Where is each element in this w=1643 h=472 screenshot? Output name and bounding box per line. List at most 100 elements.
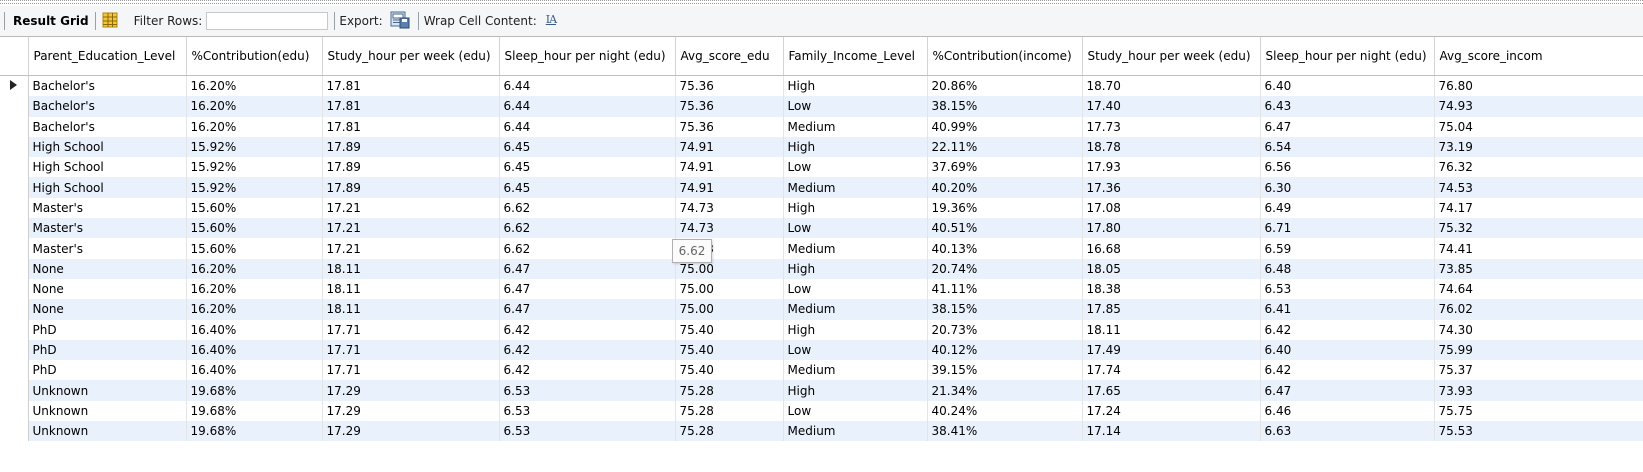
table-row[interactable]: High School 15.92% 17.89 6.45 74.91 High 22.11… <box>0 136 1643 158</box>
table-cell[interactable]: 17.74 <box>1082 360 1261 381</box>
table-cell[interactable]: 17.89 <box>322 157 500 178</box>
table-cell[interactable]: 16.40% <box>186 339 323 361</box>
table-cell[interactable]: 6.47 <box>499 258 676 279</box>
table-cell[interactable]: 76.02 <box>1434 299 1643 320</box>
table-cell[interactable]: PhD <box>28 360 187 381</box>
column-header[interactable]: Study_hour per week (edu) <box>322 37 500 76</box>
table-cell[interactable]: 20.86% <box>927 75 1083 97</box>
table-cell[interactable]: 17.73 <box>1082 116 1261 137</box>
table-cell[interactable]: 17.81 <box>322 96 500 117</box>
table-cell[interactable]: 75.00 <box>675 258 784 279</box>
row-selector[interactable] <box>0 218 29 239</box>
table-cell[interactable]: 38.15% <box>927 299 1083 320</box>
table-cell[interactable]: 40.20% <box>927 177 1083 198</box>
table-cell[interactable]: Unknown <box>28 421 187 442</box>
table-cell[interactable]: 15.92% <box>186 157 323 178</box>
row-selector[interactable] <box>0 400 29 422</box>
table-cell[interactable]: 17.36 <box>1082 177 1261 198</box>
table-cell[interactable]: 17.40 <box>1082 96 1261 117</box>
table-cell[interactable]: Master's <box>28 238 187 259</box>
table-cell[interactable]: 74.93 <box>1434 96 1643 117</box>
table-row[interactable]: Bachelor's 16.20% 17.81 6.44 75.36 Medium 40.9… <box>0 116 1643 137</box>
table-cell[interactable]: Master's <box>28 197 187 219</box>
table-row[interactable]: None 16.20% 18.11 6.47 75.00 Medium 38.15% 17.8… <box>0 299 1643 320</box>
table-cell[interactable]: 19.68% <box>186 380 323 401</box>
table-row[interactable]: Unknown 19.68% 17.29 6.53 75.28 High 21.34% 17.… <box>0 380 1643 401</box>
row-selector[interactable] <box>0 380 29 401</box>
table-cell[interactable]: 6.45 <box>499 177 676 198</box>
row-selector[interactable] <box>0 177 29 198</box>
row-selector[interactable] <box>0 339 29 361</box>
table-cell[interactable]: 40.24% <box>927 400 1083 422</box>
table-cell[interactable]: 18.70 <box>1082 75 1261 97</box>
table-cell[interactable]: 6.42 <box>499 360 676 381</box>
row-selector[interactable] <box>0 421 29 442</box>
table-cell[interactable]: High <box>783 380 928 401</box>
export-icon[interactable] <box>390 11 410 32</box>
table-cell[interactable]: Low <box>783 278 928 300</box>
table-cell[interactable]: 74.91 <box>675 136 784 158</box>
table-row[interactable]: Master's 15.60% 17.21 6.62 74.73 Low 40.51% 17.… <box>0 218 1643 239</box>
column-header[interactable]: Family_Income_Level <box>783 37 928 76</box>
table-cell[interactable]: 6.47 <box>499 278 676 300</box>
table-cell[interactable]: 6.40 <box>1260 75 1435 97</box>
table-cell[interactable]: 74.91 <box>675 177 784 198</box>
column-header[interactable]: Sleep_hour per night (edu) <box>1260 37 1435 76</box>
table-cell[interactable]: 75.36 <box>675 116 784 137</box>
table-cell[interactable]: 17.65 <box>1082 380 1261 401</box>
table-cell[interactable]: 17.89 <box>322 136 500 158</box>
table-cell[interactable]: Medium <box>783 238 928 259</box>
table-cell[interactable]: 76.80 <box>1434 75 1643 97</box>
table-cell[interactable]: High School <box>28 177 187 198</box>
table-row[interactable]: High School 15.92% 17.89 6.45 74.91 Low 37.69%… <box>0 157 1643 178</box>
table-cell[interactable]: High <box>783 75 928 97</box>
table-cell[interactable]: 73.85 <box>1434 258 1643 279</box>
table-cell[interactable]: 6.71 <box>1260 218 1435 239</box>
table-cell[interactable]: 6.41 <box>1260 299 1435 320</box>
column-header[interactable]: Parent_Education_Level <box>28 37 187 76</box>
table-cell[interactable]: 40.51% <box>927 218 1083 239</box>
table-cell[interactable]: 75.40 <box>675 360 784 381</box>
table-cell[interactable]: 38.15% <box>927 96 1083 117</box>
table-cell[interactable]: 37.69% <box>927 157 1083 178</box>
table-cell[interactable]: PhD <box>28 339 187 361</box>
table-cell[interactable]: None <box>28 278 187 300</box>
table-cell[interactable]: 15.92% <box>186 177 323 198</box>
table-cell[interactable]: 6.40 <box>1260 339 1435 361</box>
table-cell[interactable]: 17.21 <box>322 238 500 259</box>
table-cell[interactable]: High <box>783 136 928 158</box>
table-cell[interactable]: 18.78 <box>1082 136 1261 158</box>
table-cell[interactable]: 75.28 <box>675 421 784 442</box>
table-cell[interactable]: 20.74% <box>927 258 1083 279</box>
table-cell[interactable]: Low <box>783 339 928 361</box>
table-cell[interactable]: High <box>783 319 928 340</box>
table-cell[interactable]: 18.11 <box>322 258 500 279</box>
row-selector[interactable] <box>0 319 29 340</box>
table-cell[interactable]: High <box>783 197 928 219</box>
row-selector[interactable] <box>0 299 29 320</box>
table-row[interactable]: Master's15.60%17.216.6274.73Medium40.13%… <box>0 238 1643 259</box>
table-cell[interactable]: 6.48 <box>1260 258 1435 279</box>
table-cell[interactable]: 6.62 <box>499 218 676 239</box>
table-cell[interactable]: 18.11 <box>322 278 500 300</box>
row-selector[interactable] <box>0 96 29 117</box>
column-header[interactable]: Study_hour per week (edu) <box>1082 37 1261 76</box>
table-cell[interactable]: 6.44 <box>499 96 676 117</box>
table-cell[interactable]: 6.53 <box>499 421 676 442</box>
table-cell[interactable]: 6.44 <box>499 75 676 97</box>
table-cell[interactable]: High School <box>28 136 187 158</box>
table-cell[interactable]: 40.13% <box>927 238 1083 259</box>
table-cell[interactable]: 16.40% <box>186 319 323 340</box>
table-cell[interactable]: 18.05 <box>1082 258 1261 279</box>
table-row[interactable]: Unknown 19.68% 17.29 6.53 75.28 Low 40.24% 17.2… <box>0 400 1643 422</box>
table-cell[interactable]: 16.20% <box>186 299 323 320</box>
table-cell[interactable]: 16.20% <box>186 96 323 117</box>
table-cell[interactable]: 18.11 <box>1082 319 1261 340</box>
row-selector[interactable] <box>0 238 29 259</box>
table-cell[interactable]: Unknown <box>28 400 187 422</box>
table-cell[interactable]: 6.62 <box>499 197 676 219</box>
table-cell[interactable]: 76.32 <box>1434 157 1643 178</box>
row-selector[interactable] <box>0 116 29 137</box>
table-row[interactable]: Master's 15.60% 17.21 6.62 74.73 High 19.36% 17… <box>0 197 1643 219</box>
filter-rows-input[interactable] <box>206 12 329 30</box>
